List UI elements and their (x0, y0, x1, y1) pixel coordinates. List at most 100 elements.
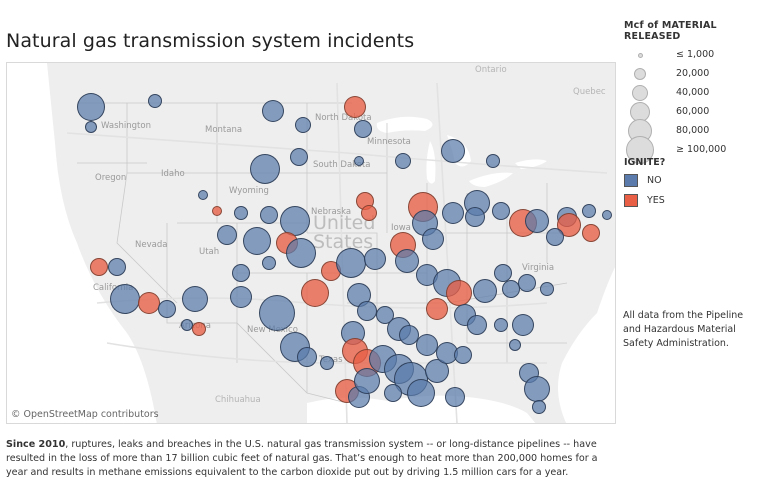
incident-marker[interactable] (407, 379, 435, 407)
lake-superior (376, 116, 433, 133)
incident-marker[interactable] (234, 206, 248, 220)
country-label-states: States (313, 231, 374, 253)
incident-marker[interactable] (260, 206, 278, 224)
incident-marker[interactable] (486, 154, 500, 168)
incident-marker[interactable] (262, 100, 284, 122)
incident-marker[interactable] (232, 264, 250, 282)
incident-marker[interactable] (582, 204, 596, 218)
incident-marker[interactable] (467, 315, 487, 335)
size-legend-title: Mcf of MATERIAL RELEASED (624, 20, 717, 42)
incident-marker[interactable] (280, 206, 310, 236)
incident-marker[interactable] (602, 210, 612, 220)
incident-marker[interactable] (525, 209, 549, 233)
ignite-legend-title: IGNITE? (624, 157, 666, 168)
incident-marker[interactable] (110, 284, 140, 314)
incident-marker[interactable] (395, 153, 411, 169)
ignite-legend-yes[interactable]: YES (624, 193, 665, 207)
incident-marker[interactable] (90, 258, 108, 276)
incident-marker[interactable] (182, 286, 208, 312)
ignite-no-label: NO (647, 174, 662, 186)
incident-marker[interactable] (286, 238, 316, 268)
state-label-oregon: Oregon (95, 173, 127, 183)
size-legend-item: 40,000 (624, 84, 766, 103)
incident-marker[interactable] (465, 207, 485, 227)
incident-marker[interactable] (354, 368, 380, 394)
size-legend-label: ≤ 1,000 (676, 49, 715, 60)
size-legend-label: 20,000 (676, 68, 710, 79)
incident-marker[interactable] (399, 325, 419, 345)
incident-marker[interactable] (354, 120, 372, 138)
incident-marker[interactable] (532, 400, 546, 414)
size-legend-circle (637, 52, 643, 58)
incident-marker[interactable] (376, 306, 394, 324)
incident-marker[interactable] (442, 202, 464, 224)
state-label-iowa: Iowa (391, 223, 411, 233)
incident-marker[interactable] (295, 117, 311, 133)
incident-marker[interactable] (336, 248, 366, 278)
incident-marker[interactable] (494, 318, 508, 332)
incident-marker[interactable] (509, 339, 521, 351)
incident-marker[interactable] (426, 298, 448, 320)
incident-marker[interactable] (546, 228, 564, 246)
incident-marker[interactable] (492, 202, 510, 220)
size-legend-circle (626, 136, 654, 164)
size-legend-label: 40,000 (676, 87, 710, 98)
incident-marker[interactable] (494, 264, 512, 282)
incident-marker[interactable] (357, 301, 377, 321)
incident-marker[interactable] (582, 224, 600, 242)
incident-marker[interactable] (320, 356, 334, 370)
caption-body: , ruptures, leaks and breaches in the U.… (6, 439, 598, 478)
incident-marker[interactable] (148, 94, 162, 108)
incident-marker[interactable] (77, 93, 105, 121)
incident-marker[interactable] (446, 280, 472, 306)
region-label-chihuahua: Chihuahua (215, 395, 261, 405)
incident-marker[interactable] (364, 248, 386, 270)
lake-michigan (426, 141, 436, 184)
incident-marker[interactable] (422, 228, 444, 250)
incident-marker[interactable] (524, 376, 550, 402)
incident-marker[interactable] (85, 121, 97, 133)
incident-marker[interactable] (217, 225, 237, 245)
incident-marker[interactable] (158, 300, 176, 318)
region-label-quebec: Quebec (573, 87, 606, 97)
lake-erie (469, 172, 513, 187)
map-attribution[interactable]: © OpenStreetMap contributors (11, 409, 159, 420)
incident-marker[interactable] (212, 206, 222, 216)
incident-marker[interactable] (354, 156, 364, 166)
incident-marker[interactable] (416, 334, 438, 356)
incident-marker[interactable] (540, 282, 554, 296)
incident-marker[interactable] (259, 295, 295, 331)
state-label-idaho: Idaho (161, 169, 185, 179)
pacific (7, 63, 157, 423)
incident-marker[interactable] (473, 279, 497, 303)
incident-marker[interactable] (441, 139, 465, 163)
incident-marker[interactable] (198, 190, 208, 200)
incident-marker[interactable] (361, 205, 377, 221)
incident-marker[interactable] (230, 286, 252, 308)
incident-marker[interactable] (454, 346, 472, 364)
incident-marker[interactable] (138, 292, 160, 314)
incident-marker[interactable] (192, 322, 206, 336)
country-label-united: United (313, 212, 376, 234)
incident-marker[interactable] (395, 249, 419, 273)
caption: Since 2010, ruptures, leaks and breaches… (6, 438, 616, 480)
incident-marker[interactable] (384, 384, 402, 402)
incident-marker[interactable] (445, 387, 465, 407)
incident-marker[interactable] (301, 279, 329, 307)
incident-marker[interactable] (262, 256, 276, 270)
incident-marker[interactable] (512, 314, 534, 336)
incident-marker[interactable] (243, 227, 271, 255)
incident-marker[interactable] (250, 154, 280, 184)
incident-marker[interactable] (297, 347, 317, 367)
caption-lead: Since 2010 (6, 439, 66, 450)
ignite-legend-no[interactable]: NO (624, 173, 662, 187)
incident-marker[interactable] (518, 274, 536, 292)
size-legend-item: 60,000 (624, 102, 766, 122)
size-legend-item: ≥ 100,000 (624, 136, 766, 164)
ignite-no-swatch (624, 173, 638, 187)
state-label-nebraska: Nebraska (311, 207, 352, 217)
map[interactable]: United States Washington Montana North D… (6, 62, 616, 424)
incident-marker[interactable] (344, 96, 366, 118)
incident-marker[interactable] (108, 258, 126, 276)
incident-marker[interactable] (290, 148, 308, 166)
